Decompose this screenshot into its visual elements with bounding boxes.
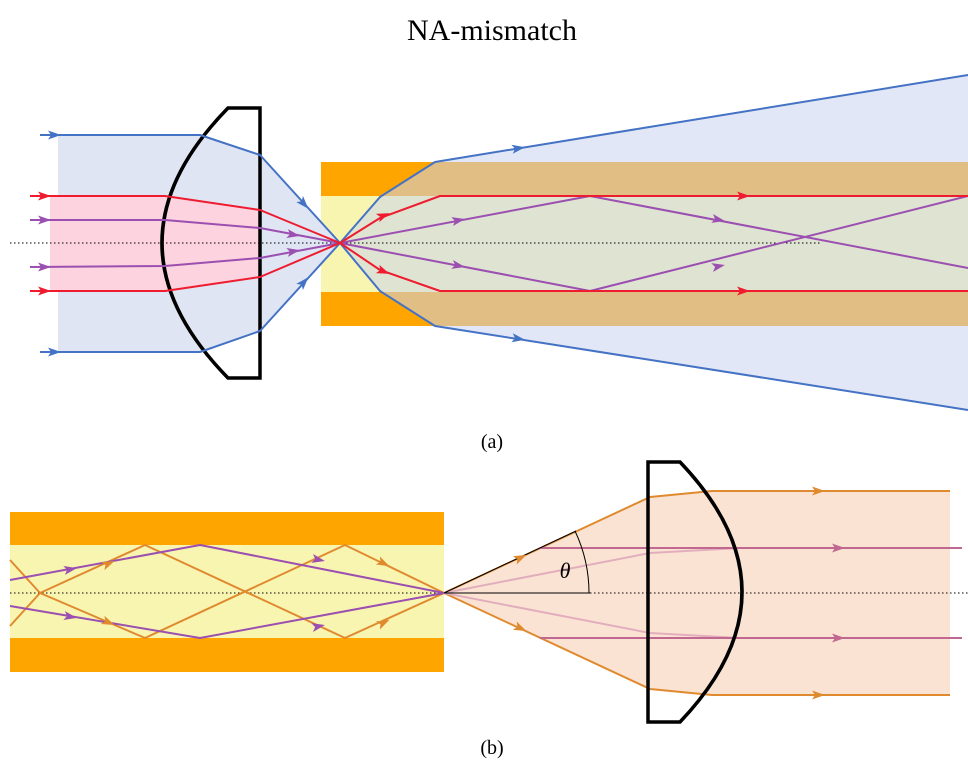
angle-label: θ (560, 558, 571, 583)
panel-b: θ (b) (10, 462, 968, 759)
panel-label: (b) (480, 737, 503, 759)
panel-a: (a) (10, 75, 968, 453)
diagram: NA-mismatch (0, 0, 968, 767)
panel-label: (a) (481, 431, 503, 453)
title: NA-mismatch (407, 14, 577, 47)
core (10, 545, 444, 638)
